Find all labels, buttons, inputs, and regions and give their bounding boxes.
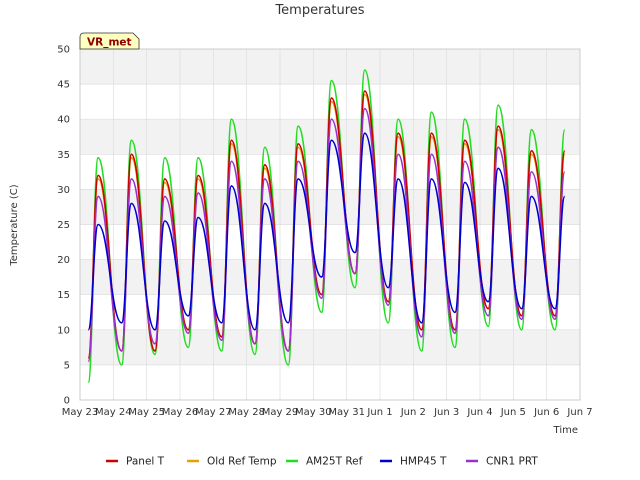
y-tick-label: 35	[57, 150, 70, 161]
legend-label: HMP45 T	[400, 456, 447, 468]
x-tick-label: Jun 5	[500, 407, 526, 418]
x-tick-label: May 27	[195, 407, 232, 418]
x-tick-label: May 29	[262, 407, 299, 418]
legend: Panel T Old Ref Temp AM25T Ref HMP45 T CNR1 …	[106, 456, 538, 468]
legend-label: CNR1 PRT	[486, 456, 538, 468]
vr-met-badge: VR_met	[79, 32, 140, 50]
y-tick-label: 15	[57, 290, 70, 301]
legend-item: Panel T	[106, 456, 165, 468]
x-tick-label: May 23	[62, 407, 99, 418]
x-tick-label: May 25	[128, 407, 165, 418]
x-tick-label: Jun 2	[400, 407, 426, 418]
x-tick-label: May 28	[228, 407, 265, 418]
chart-title: Temperatures	[274, 3, 364, 18]
plot-band	[80, 294, 580, 330]
series-line-hmp45-t	[87, 132, 566, 331]
x-tick-label: Jun 7	[566, 407, 592, 418]
series-layer	[87, 69, 566, 384]
plot-frame	[79, 48, 581, 401]
x-tick-label: Jun 3	[433, 407, 459, 418]
x-tick-label: May 30	[295, 407, 332, 418]
y-tick-label: 50	[57, 45, 70, 56]
badge-label: VR_met	[87, 37, 132, 49]
legend-label: Panel T	[126, 456, 165, 468]
y-tick-label: 45	[57, 80, 70, 91]
legend-label: AM25T Ref	[306, 456, 363, 468]
x-tick-label: May 26	[162, 407, 199, 418]
x-tick-label: Jun 4	[466, 407, 492, 418]
x-tick-label: Jun 6	[533, 407, 559, 418]
y-tick-label: 20	[57, 255, 70, 266]
x-tick-label: May 24	[95, 407, 132, 418]
badge-shape	[79, 32, 140, 50]
legend-item: AM25T Ref	[286, 456, 363, 468]
y-tick-label: 5	[64, 360, 70, 371]
legend-item: CNR1 PRT	[466, 456, 538, 468]
plot-band	[80, 259, 580, 295]
legend-item: Old Ref Temp	[187, 456, 277, 468]
y-tick-label: 25	[57, 220, 70, 231]
y-axis-title: Temperature (C)	[9, 184, 20, 266]
y-tick-labels: 0 5 10 15 20 25 30 35 40 45 50	[57, 45, 70, 407]
y-tick-label: 0	[64, 396, 70, 407]
x-axis-title: Time	[553, 425, 578, 436]
plot-band	[80, 224, 580, 260]
plot-band	[80, 364, 580, 400]
y-tick-label: 40	[57, 115, 70, 126]
plot-band	[80, 49, 580, 85]
x-tick-label: May 31	[328, 407, 365, 418]
legend-item: HMP45 T	[380, 456, 447, 468]
y-tick-label: 10	[57, 325, 70, 336]
x-tick-label: Jun 1	[366, 407, 392, 418]
plot-band	[80, 329, 580, 365]
y-tick-label: 30	[57, 185, 70, 196]
legend-label: Old Ref Temp	[207, 456, 277, 468]
